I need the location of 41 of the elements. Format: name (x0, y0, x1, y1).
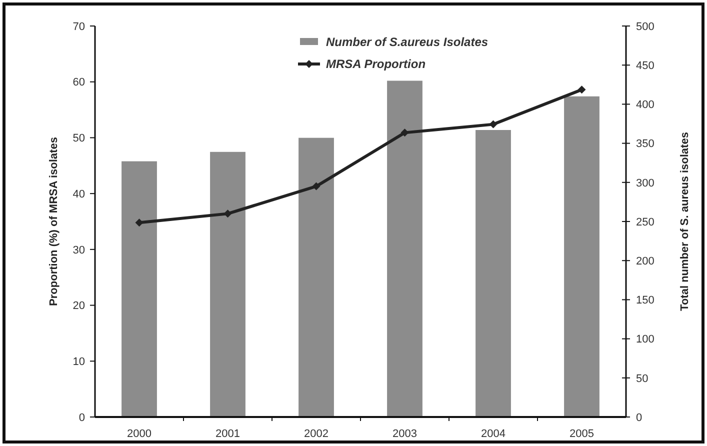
y2-tick-label: 400 (636, 99, 654, 112)
x-tick-label: 2003 (392, 428, 417, 440)
x-tick-label: 2001 (216, 428, 240, 440)
bar (298, 138, 334, 417)
y-axis-title: Proportion (%) of MRSA isolates (48, 137, 60, 306)
point (135, 218, 144, 227)
y-tick-label: 60 (72, 76, 85, 89)
legend-label: Number of S.aureus Isolates (326, 35, 488, 50)
x-tick-label: 2002 (304, 428, 328, 440)
bar (210, 152, 246, 417)
point (400, 128, 409, 137)
y-tick-label: 30 (72, 244, 85, 256)
y2-tick-label: 300 (636, 177, 654, 190)
point (312, 182, 320, 190)
y2-axis-title: Total number of S. aureus isolates (679, 132, 691, 311)
bar (122, 161, 157, 417)
y2-tick-label: 500 (636, 20, 654, 33)
y-tick-label: 20 (72, 300, 85, 312)
x-tick-label: 2004 (481, 428, 506, 440)
point (224, 210, 232, 218)
y-tick-label: 10 (72, 356, 85, 368)
point (578, 86, 586, 94)
bar (387, 80, 422, 417)
y2-tick-label: 0 (636, 412, 642, 424)
y-tick-label: 40 (72, 188, 85, 200)
y-tick-label: 70 (72, 20, 85, 33)
point (489, 120, 498, 128)
y2-tick-label: 150 (636, 294, 654, 307)
y2-tick-label: 450 (636, 60, 654, 72)
x-tick-label: 2000 (127, 428, 152, 440)
bar (564, 96, 600, 417)
y-tick-label: 0 (78, 412, 85, 424)
y2-tick-label: 350 (636, 138, 654, 150)
y-tick-label: 50 (72, 132, 85, 145)
y2-tick-label: 200 (636, 255, 654, 268)
bar (476, 130, 511, 417)
y2-tick-label: 100 (636, 334, 654, 346)
y2-tick-label: 250 (636, 216, 654, 228)
y2-tick-label: 50 (636, 372, 648, 385)
x-tick-label: 2005 (570, 428, 594, 440)
legend-label: MRSA Proportion (326, 57, 426, 72)
